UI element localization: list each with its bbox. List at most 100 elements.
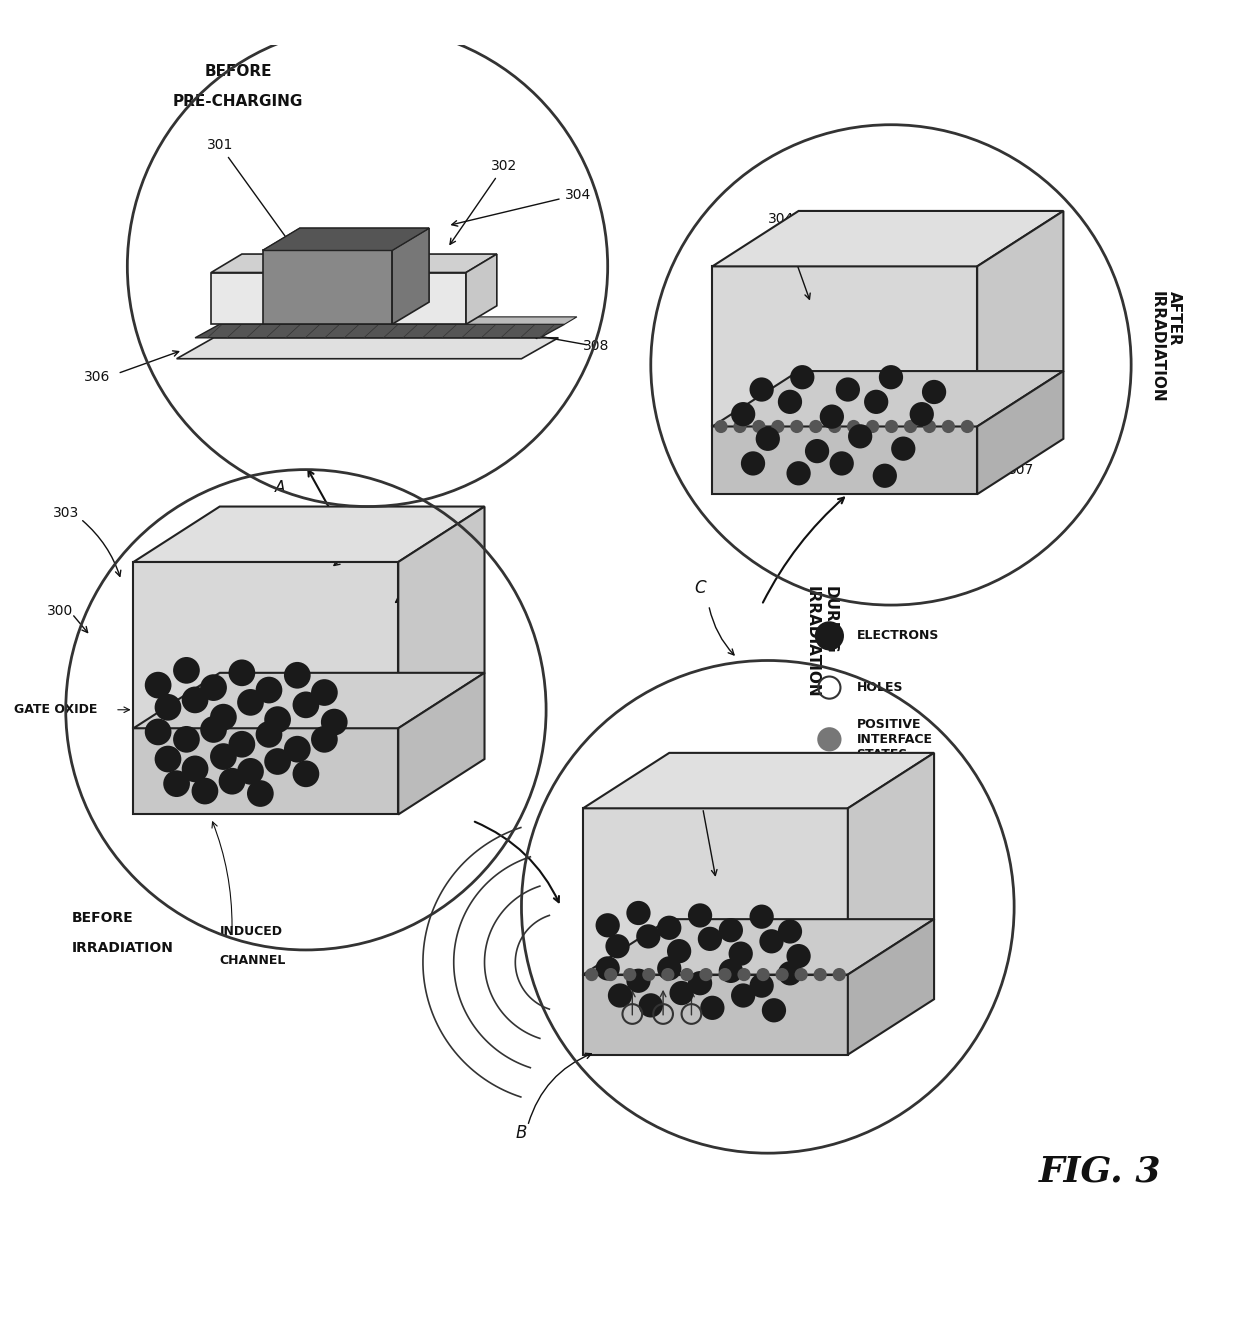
Circle shape [606, 935, 629, 958]
Circle shape [880, 366, 901, 388]
Polygon shape [316, 254, 346, 324]
Circle shape [322, 709, 346, 734]
Circle shape [810, 421, 821, 432]
Circle shape [739, 970, 749, 980]
Circle shape [962, 421, 973, 432]
Circle shape [701, 970, 712, 980]
Circle shape [658, 917, 681, 939]
Text: BEFORE: BEFORE [205, 65, 272, 79]
Text: FIG. 3: FIG. 3 [1039, 1155, 1162, 1189]
Circle shape [923, 380, 945, 403]
Circle shape [192, 779, 217, 803]
Text: DURING
IRRADIATION: DURING IRRADIATION [805, 587, 837, 697]
Circle shape [849, 425, 872, 448]
Circle shape [942, 421, 954, 432]
Circle shape [750, 906, 773, 927]
Circle shape [156, 695, 180, 720]
Circle shape [285, 737, 310, 761]
Circle shape [830, 421, 841, 432]
Circle shape [219, 769, 244, 794]
Polygon shape [977, 371, 1064, 494]
Circle shape [624, 970, 635, 980]
Circle shape [791, 421, 802, 432]
Circle shape [211, 705, 236, 729]
Circle shape [866, 391, 888, 413]
Circle shape [596, 958, 619, 979]
Text: BEFORE: BEFORE [72, 911, 134, 925]
Circle shape [174, 727, 198, 752]
Circle shape [312, 727, 337, 752]
Circle shape [182, 688, 207, 712]
Circle shape [760, 930, 782, 952]
Circle shape [763, 999, 785, 1021]
Text: 305: 305 [909, 930, 936, 945]
Circle shape [787, 462, 810, 485]
Polygon shape [977, 211, 1064, 427]
Circle shape [818, 728, 841, 750]
Circle shape [627, 902, 650, 925]
Text: 303: 303 [53, 506, 79, 519]
Polygon shape [195, 324, 564, 338]
Text: 302: 302 [450, 160, 517, 244]
Circle shape [806, 440, 828, 462]
Text: 304: 304 [451, 188, 590, 226]
Text: CHANNEL: CHANNEL [219, 954, 286, 967]
Circle shape [833, 970, 844, 980]
Text: B: B [516, 1124, 527, 1143]
Text: INDUCED: INDUCED [219, 925, 283, 938]
Circle shape [201, 717, 226, 742]
Polygon shape [848, 919, 934, 1054]
Text: 300: 300 [47, 604, 73, 618]
Circle shape [719, 960, 742, 982]
Text: 304: 304 [688, 791, 717, 876]
Circle shape [164, 771, 188, 797]
Polygon shape [176, 338, 558, 359]
Polygon shape [263, 251, 392, 324]
Polygon shape [392, 229, 429, 324]
Circle shape [182, 757, 207, 781]
Polygon shape [263, 229, 429, 251]
Circle shape [294, 761, 319, 786]
Circle shape [248, 781, 273, 806]
Polygon shape [583, 975, 848, 1054]
Circle shape [605, 970, 616, 980]
Polygon shape [361, 254, 497, 272]
Circle shape [681, 970, 692, 980]
Circle shape [791, 366, 813, 388]
Polygon shape [398, 506, 485, 728]
Circle shape [285, 663, 310, 688]
Text: PRE-CHARGING: PRE-CHARGING [174, 94, 304, 108]
Text: 302: 302 [396, 544, 474, 602]
Text: ELECTRONS: ELECTRONS [857, 629, 939, 642]
Circle shape [887, 421, 897, 432]
Circle shape [821, 406, 843, 428]
Polygon shape [712, 427, 977, 494]
Circle shape [637, 925, 660, 947]
Text: IRRADIATION: IRRADIATION [72, 942, 174, 955]
Text: 302: 302 [1008, 395, 1034, 410]
Text: 307: 307 [1008, 462, 1034, 477]
Circle shape [596, 914, 619, 937]
Circle shape [831, 452, 853, 474]
Circle shape [294, 692, 319, 717]
Circle shape [668, 941, 691, 962]
Circle shape [640, 995, 662, 1016]
Circle shape [874, 465, 895, 487]
Circle shape [715, 421, 727, 432]
Polygon shape [134, 728, 398, 815]
Circle shape [787, 945, 810, 967]
Text: 304: 304 [334, 507, 412, 565]
Polygon shape [134, 561, 398, 728]
Circle shape [265, 749, 290, 774]
Polygon shape [398, 672, 485, 815]
Text: 301: 301 [207, 139, 291, 244]
Polygon shape [848, 753, 934, 975]
Polygon shape [219, 317, 577, 324]
Circle shape [238, 690, 263, 715]
Polygon shape [466, 254, 497, 324]
Circle shape [796, 970, 807, 980]
Polygon shape [211, 254, 346, 272]
Polygon shape [134, 506, 485, 561]
Circle shape [658, 958, 681, 979]
Circle shape [837, 378, 859, 400]
